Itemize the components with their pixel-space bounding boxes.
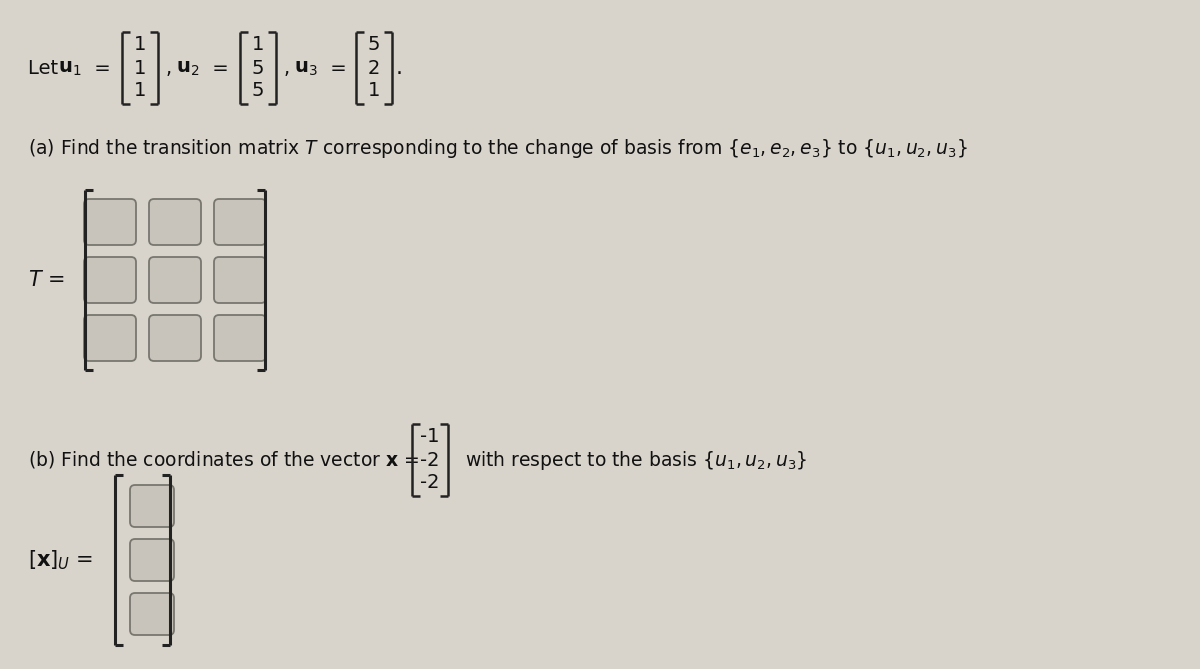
Text: 2: 2 (368, 58, 380, 78)
Text: .: . (396, 58, 403, 78)
FancyBboxPatch shape (214, 315, 266, 361)
Text: =: = (324, 58, 347, 78)
Text: $T$ =: $T$ = (28, 270, 65, 290)
Text: 1: 1 (134, 82, 146, 100)
Text: Let: Let (28, 58, 65, 78)
Text: $[\mathbf{x}]_U$ =: $[\mathbf{x}]_U$ = (28, 548, 94, 572)
Text: 5: 5 (367, 35, 380, 54)
Text: (a) Find the transition matrix $T$ corresponding to the change of basis from $\{: (a) Find the transition matrix $T$ corre… (28, 136, 967, 159)
Text: =: = (88, 58, 110, 78)
Text: -2: -2 (420, 474, 439, 492)
Text: 1: 1 (252, 35, 264, 54)
Text: -1: -1 (420, 427, 439, 446)
FancyBboxPatch shape (130, 485, 174, 527)
FancyBboxPatch shape (214, 199, 266, 245)
FancyBboxPatch shape (84, 199, 136, 245)
Text: $\mathbf{u}_1$: $\mathbf{u}_1$ (58, 58, 82, 78)
FancyBboxPatch shape (130, 593, 174, 635)
FancyBboxPatch shape (84, 315, 136, 361)
FancyBboxPatch shape (84, 257, 136, 303)
FancyBboxPatch shape (149, 257, 202, 303)
Text: ,: , (166, 58, 172, 78)
Text: 1: 1 (134, 58, 146, 78)
FancyBboxPatch shape (149, 315, 202, 361)
Text: -2: -2 (420, 450, 439, 470)
Text: $\mathbf{u}_2$: $\mathbf{u}_2$ (176, 58, 199, 78)
FancyBboxPatch shape (130, 539, 174, 581)
Text: $\mathbf{u}_3$: $\mathbf{u}_3$ (294, 58, 318, 78)
Text: 5: 5 (252, 82, 264, 100)
FancyBboxPatch shape (149, 199, 202, 245)
Text: (b) Find the coordinates of the vector $\mathbf{x}$ =: (b) Find the coordinates of the vector $… (28, 450, 419, 470)
Text: 1: 1 (368, 82, 380, 100)
Text: 1: 1 (134, 35, 146, 54)
Text: =: = (206, 58, 229, 78)
Text: 5: 5 (252, 58, 264, 78)
FancyBboxPatch shape (214, 257, 266, 303)
Text: ,: , (284, 58, 290, 78)
Text: with respect to the basis $\{u_1, u_2, u_3\}$: with respect to the basis $\{u_1, u_2, u… (466, 448, 808, 472)
